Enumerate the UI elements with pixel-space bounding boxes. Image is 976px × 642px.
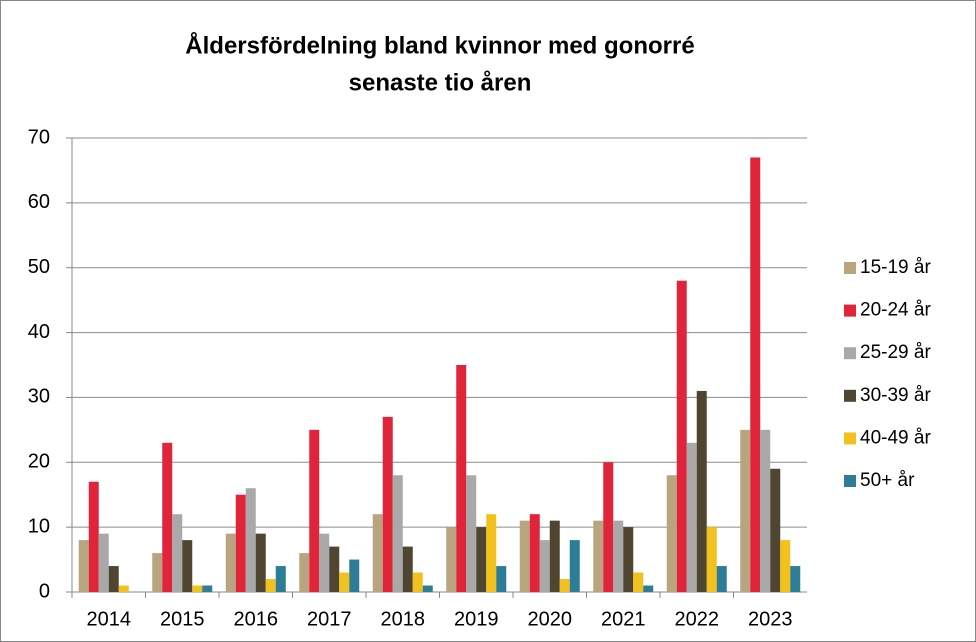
bar bbox=[402, 546, 413, 592]
bar bbox=[539, 540, 550, 592]
bar bbox=[760, 429, 771, 592]
bar bbox=[486, 514, 497, 592]
chart-title: senaste tio åren bbox=[349, 69, 532, 96]
legend-swatch bbox=[844, 475, 856, 487]
bar bbox=[446, 527, 457, 592]
bar bbox=[623, 527, 634, 592]
y-tick-label: 70 bbox=[28, 126, 50, 148]
bar bbox=[88, 481, 99, 592]
bar bbox=[299, 553, 310, 592]
legend-label: 50+ år bbox=[860, 470, 915, 491]
bar bbox=[790, 566, 801, 592]
bar bbox=[740, 429, 751, 592]
x-tick-label: 2021 bbox=[601, 608, 646, 630]
bar bbox=[676, 280, 687, 592]
bar bbox=[192, 585, 203, 592]
bar bbox=[456, 365, 467, 592]
chart-title: Åldersfördelning bland kvinnor med gonor… bbox=[185, 31, 694, 59]
legend-swatch bbox=[844, 432, 856, 445]
bar bbox=[162, 442, 173, 592]
y-tick-label: 50 bbox=[28, 256, 50, 278]
x-tick-label: 2020 bbox=[528, 608, 573, 630]
bar bbox=[382, 416, 393, 592]
x-tick-label: 2023 bbox=[748, 608, 793, 630]
bar bbox=[152, 553, 163, 592]
bar bbox=[603, 462, 614, 592]
bar bbox=[750, 157, 761, 592]
bar bbox=[329, 546, 340, 592]
bar bbox=[392, 475, 403, 592]
legend-label: 25-29 år bbox=[860, 342, 931, 363]
bar bbox=[225, 533, 236, 592]
legend-label: 30-39 år bbox=[860, 385, 931, 406]
x-tick-label: 2019 bbox=[454, 608, 499, 630]
bar bbox=[412, 572, 423, 592]
bar bbox=[265, 579, 276, 592]
x-tick-label: 2018 bbox=[381, 608, 426, 630]
x-tick-label: 2017 bbox=[307, 608, 352, 630]
bar bbox=[549, 520, 560, 592]
bar bbox=[496, 566, 507, 592]
bar bbox=[666, 475, 677, 592]
bar bbox=[613, 520, 624, 592]
legend-swatch bbox=[844, 304, 856, 317]
bar bbox=[118, 585, 129, 592]
bar bbox=[780, 540, 791, 592]
bar bbox=[696, 390, 707, 592]
bar bbox=[716, 566, 727, 592]
bar bbox=[98, 533, 109, 592]
bar bbox=[108, 566, 119, 592]
x-tick-label: 2022 bbox=[675, 608, 720, 630]
y-tick-label: 20 bbox=[28, 451, 50, 473]
bar bbox=[372, 514, 383, 592]
bar bbox=[706, 527, 717, 592]
bar bbox=[172, 514, 183, 592]
bar bbox=[569, 540, 580, 592]
y-tick-label: 40 bbox=[28, 321, 50, 343]
bar bbox=[643, 585, 654, 592]
x-tick-label: 2015 bbox=[160, 608, 205, 630]
bar bbox=[339, 572, 350, 592]
bar bbox=[319, 533, 330, 592]
bar bbox=[476, 527, 487, 592]
bar bbox=[519, 520, 530, 592]
legend-swatch bbox=[844, 262, 856, 274]
bar bbox=[235, 494, 246, 592]
bar bbox=[275, 566, 286, 592]
legend-swatch bbox=[844, 347, 856, 360]
legend-swatch bbox=[844, 389, 856, 402]
bar bbox=[202, 585, 213, 592]
x-tick-label: 2016 bbox=[234, 608, 279, 630]
legend-label: 40-49 år bbox=[860, 427, 931, 448]
bar bbox=[466, 475, 477, 592]
bar bbox=[686, 442, 697, 592]
y-tick-label: 60 bbox=[28, 191, 50, 213]
legend-label: 20-24 år bbox=[860, 300, 931, 321]
bar bbox=[245, 488, 256, 592]
bar bbox=[309, 429, 320, 592]
y-tick-label: 10 bbox=[28, 515, 50, 537]
bar bbox=[529, 514, 540, 592]
y-tick-label: 30 bbox=[28, 386, 50, 408]
legend-label: 15-19 år bbox=[860, 257, 931, 278]
bar bbox=[633, 572, 644, 592]
bar bbox=[182, 540, 193, 592]
bar bbox=[349, 559, 360, 592]
bar bbox=[559, 579, 570, 592]
bar bbox=[422, 585, 433, 592]
y-tick-label: 0 bbox=[39, 580, 50, 602]
bar bbox=[770, 468, 781, 592]
bar bbox=[593, 520, 604, 592]
x-tick-label: 2014 bbox=[87, 608, 132, 630]
bar bbox=[78, 540, 89, 592]
bar bbox=[255, 533, 266, 592]
